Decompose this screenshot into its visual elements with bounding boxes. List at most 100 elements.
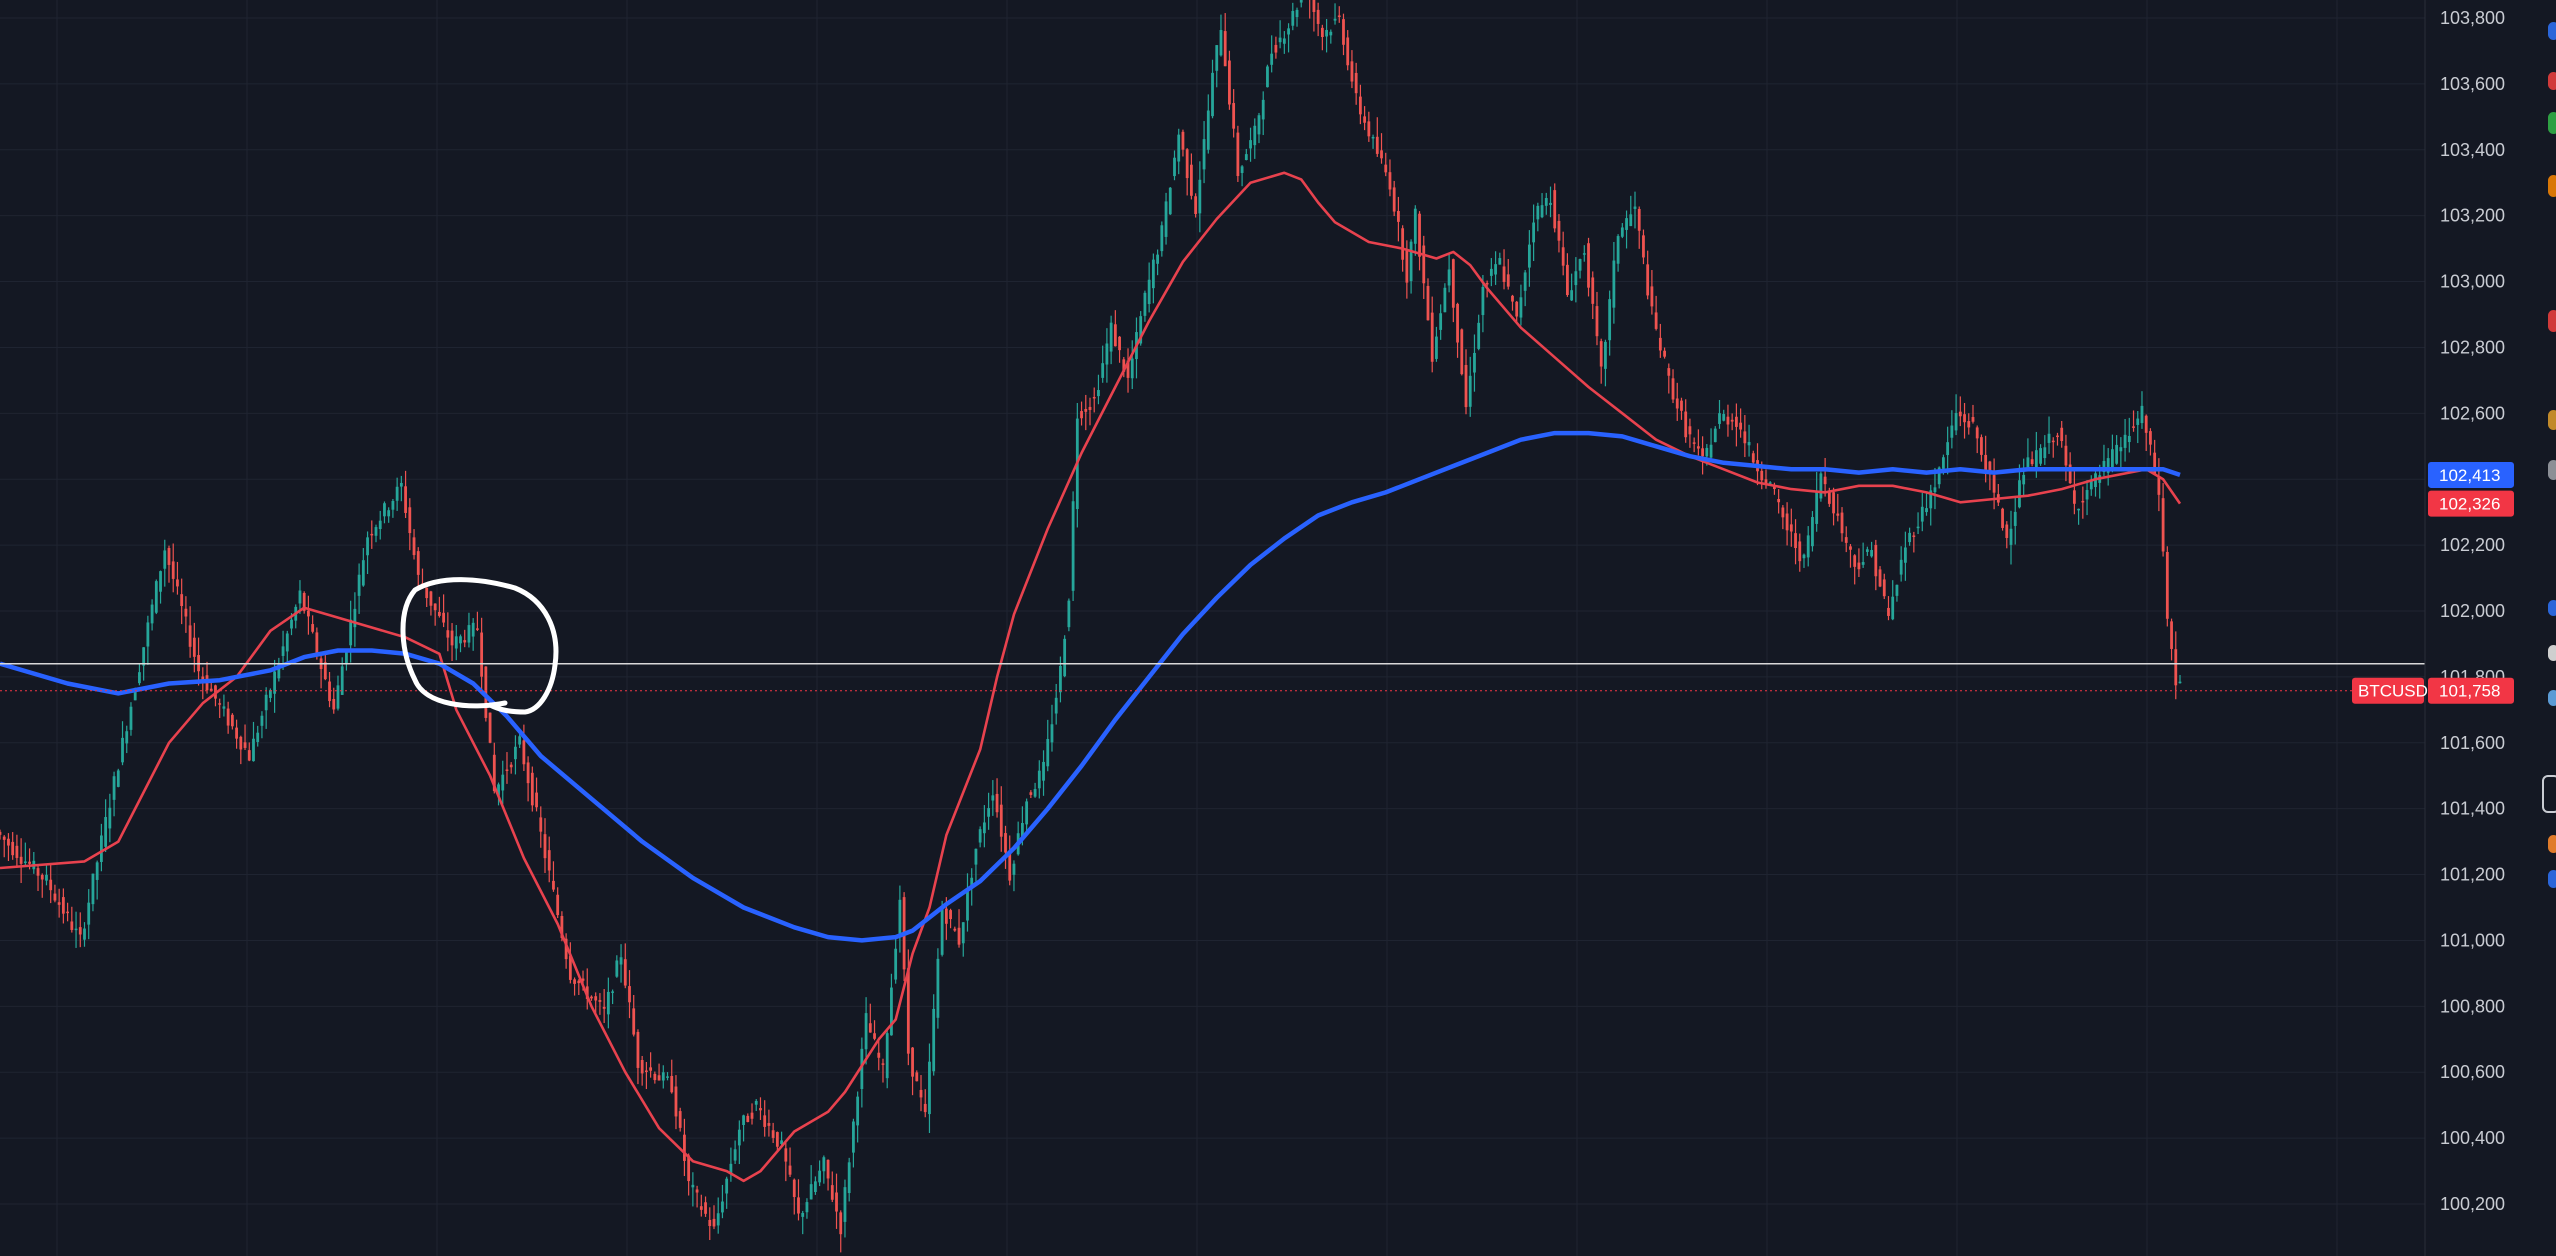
toolbar-icon-7[interactable] <box>2548 460 2556 480</box>
candle-body <box>877 1052 881 1058</box>
candle-body <box>573 979 576 984</box>
candle-body <box>1101 363 1105 378</box>
candle-body <box>433 603 437 611</box>
toolbar-icon-5[interactable] <box>2548 310 2556 332</box>
toolbar-icon-4[interactable] <box>2548 175 2556 197</box>
toolbar-icon-6[interactable] <box>2548 410 2556 430</box>
candle-body <box>1646 264 1650 296</box>
candle-body <box>564 938 568 960</box>
candle-body <box>936 958 940 1018</box>
candle-body <box>982 822 986 834</box>
candle-body <box>1857 562 1861 570</box>
candle-body <box>1312 0 1316 12</box>
candle-body <box>860 1048 864 1090</box>
candle-body <box>476 628 479 630</box>
y-tick-label: 101,600 <box>2440 733 2505 753</box>
candle-body <box>649 1067 653 1071</box>
candle-body <box>1929 490 1933 509</box>
candle-body <box>1088 406 1092 410</box>
candle-body <box>1811 517 1814 547</box>
symbol-tag-box <box>2352 677 2424 704</box>
candle-body <box>1920 506 1924 522</box>
candle-body <box>577 980 581 984</box>
candle-body <box>1739 422 1743 430</box>
candle-body <box>95 862 99 880</box>
candle-body <box>640 1059 644 1074</box>
candle-body <box>1198 179 1202 214</box>
candle-body <box>357 574 361 596</box>
candle-body <box>1354 72 1358 94</box>
candle-body <box>2030 459 2034 465</box>
candle-body <box>349 619 353 646</box>
candle-body <box>1122 359 1126 372</box>
candle-body <box>226 708 230 726</box>
candle-body <box>1566 264 1569 296</box>
candle-body <box>1244 154 1248 161</box>
candle-body <box>61 897 65 914</box>
candle-body <box>530 772 534 806</box>
candle-body <box>1544 197 1548 206</box>
candle-body <box>526 762 530 784</box>
candle-body <box>2153 452 2157 474</box>
candle-body <box>1012 863 1016 875</box>
candle-body <box>1021 822 1024 840</box>
candle-body <box>2026 457 2030 471</box>
candle-body <box>399 482 403 487</box>
candle-body <box>644 1070 648 1072</box>
toolbar-icon-13[interactable] <box>2548 870 2556 888</box>
toolbar-icon-11[interactable] <box>2542 775 2556 813</box>
candle-body <box>2178 681 2182 684</box>
candle-body <box>1287 28 1290 35</box>
candle-body <box>1785 513 1789 531</box>
candle-body <box>2144 415 2148 433</box>
price-tag-label: 101,758 <box>2439 682 2500 701</box>
candle-body <box>302 593 306 611</box>
toolbar-icon-10[interactable] <box>2548 690 2556 706</box>
candle-body <box>78 927 82 935</box>
candle-body <box>843 1187 847 1222</box>
candle-body <box>45 874 48 881</box>
candle-body <box>366 537 369 556</box>
candle-body <box>1680 400 1683 411</box>
toolbar-icon-8[interactable] <box>2548 600 2556 616</box>
price-tag-label: 102,413 <box>2439 466 2500 485</box>
candle-body <box>383 503 386 517</box>
toolbar-icon-3[interactable] <box>2548 112 2556 134</box>
candle-body <box>940 908 944 955</box>
candle-body <box>1620 227 1624 237</box>
candle-body <box>416 551 420 575</box>
candle-body <box>273 671 277 694</box>
candle-body <box>598 1000 602 1002</box>
candle-body <box>856 1096 860 1126</box>
candle-body <box>619 957 623 965</box>
candle-body <box>1806 535 1810 558</box>
candle-body <box>23 861 27 863</box>
candle-body <box>1836 513 1840 516</box>
candle-body <box>171 561 175 579</box>
y-tick-label: 102,000 <box>2440 601 2505 621</box>
candle-body <box>906 968 910 1054</box>
candle-body <box>1008 853 1012 881</box>
price-axis[interactable]: 100,200 100,400 100,600 100,800 101,000 101,2… <box>2424 0 2540 1256</box>
candle-body <box>1751 453 1755 463</box>
candle-body <box>657 1075 661 1081</box>
toolbar-icon-12[interactable] <box>2548 835 2556 853</box>
candle-body <box>2068 464 2072 484</box>
candle-body <box>1967 421 1971 428</box>
candle-body <box>1168 187 1172 215</box>
candle-body <box>1173 157 1176 177</box>
candle-body <box>788 1165 792 1175</box>
toolbar-icon-1[interactable] <box>2548 22 2556 40</box>
candle-body <box>1380 150 1383 159</box>
candle-body <box>1705 447 1709 457</box>
y-tick-label: 101,000 <box>2440 930 2505 950</box>
candle-body <box>864 1013 868 1050</box>
candle-body <box>1789 524 1793 532</box>
candle-body <box>1485 282 1489 285</box>
y-tick-label: 103,400 <box>2440 140 2505 160</box>
candle-body <box>1473 352 1476 373</box>
toolbar-icon-9[interactable] <box>2548 645 2556 661</box>
toolbar-icon-2[interactable] <box>2548 72 2556 90</box>
circle-annotation[interactable] <box>400 577 559 715</box>
